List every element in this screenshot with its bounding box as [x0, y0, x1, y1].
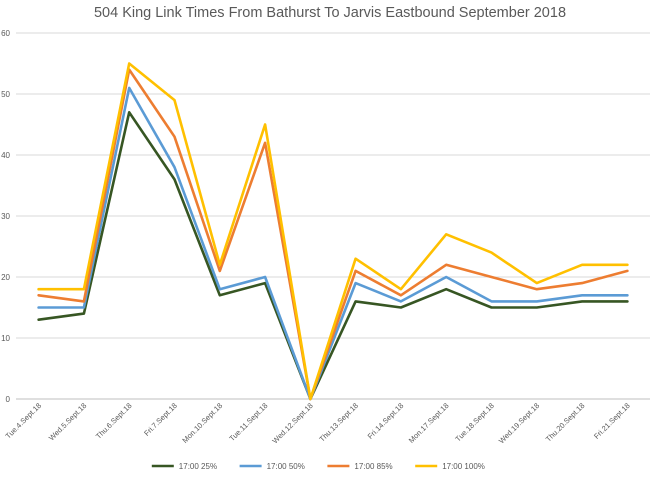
x-tick-label: Tue.4.Sept.18 [4, 401, 43, 440]
series-line [37, 62, 629, 401]
x-tick-label: Fri.21.Sept.18 [592, 401, 632, 441]
x-tick-label: Wed.19.Sept.18 [497, 401, 541, 445]
gridlines [16, 32, 650, 339]
y-tick-label: 10 [1, 334, 10, 343]
legend-label: 17:00 85% [354, 462, 392, 471]
chart-title: 504 King Link Times From Bathurst To Jar… [93, 5, 567, 21]
x-tick-label: Tue.11.Sept.18 [227, 401, 269, 443]
legend: 17:00 25% 17:00 50% 17:00 85% 17:00 100% [151, 462, 485, 471]
series-lines [37, 62, 629, 401]
y-tick-label: 60 [1, 29, 10, 38]
x-tick-label: Thu.13.Sept.18 [317, 401, 360, 444]
legend-label: 17:00 50% [267, 462, 305, 471]
series-line [37, 111, 629, 401]
x-tick-label: Wed.12.Sept.18 [270, 401, 314, 445]
x-tick-label: Tue.18.Sept.18 [453, 401, 495, 443]
y-tick-label: 40 [1, 151, 10, 160]
x-tick-label: Wed.5.Sept.18 [47, 401, 88, 442]
x-tick-label: Thu.20.Sept.18 [544, 401, 587, 444]
legend-label: 17:00 25% [179, 462, 217, 471]
x-tick-label: Mon.17.Sept.18 [407, 401, 451, 445]
legend-label: 17:00 100% [442, 462, 485, 471]
series-line [37, 86, 629, 401]
x-tick-label: Fri.7.Sept.18 [142, 401, 179, 438]
series-line [37, 68, 629, 401]
y-tick-label: 20 [1, 273, 10, 282]
y-tick-label: 0 [6, 395, 11, 404]
x-tick-label: Mon.10.Sept.18 [180, 401, 224, 445]
y-tick-label: 30 [1, 212, 10, 221]
x-tick-label: Thu.6.Sept.18 [94, 401, 134, 441]
y-tick-label: 50 [1, 90, 10, 99]
x-tick-label: Fri.14.Sept.18 [366, 401, 406, 441]
